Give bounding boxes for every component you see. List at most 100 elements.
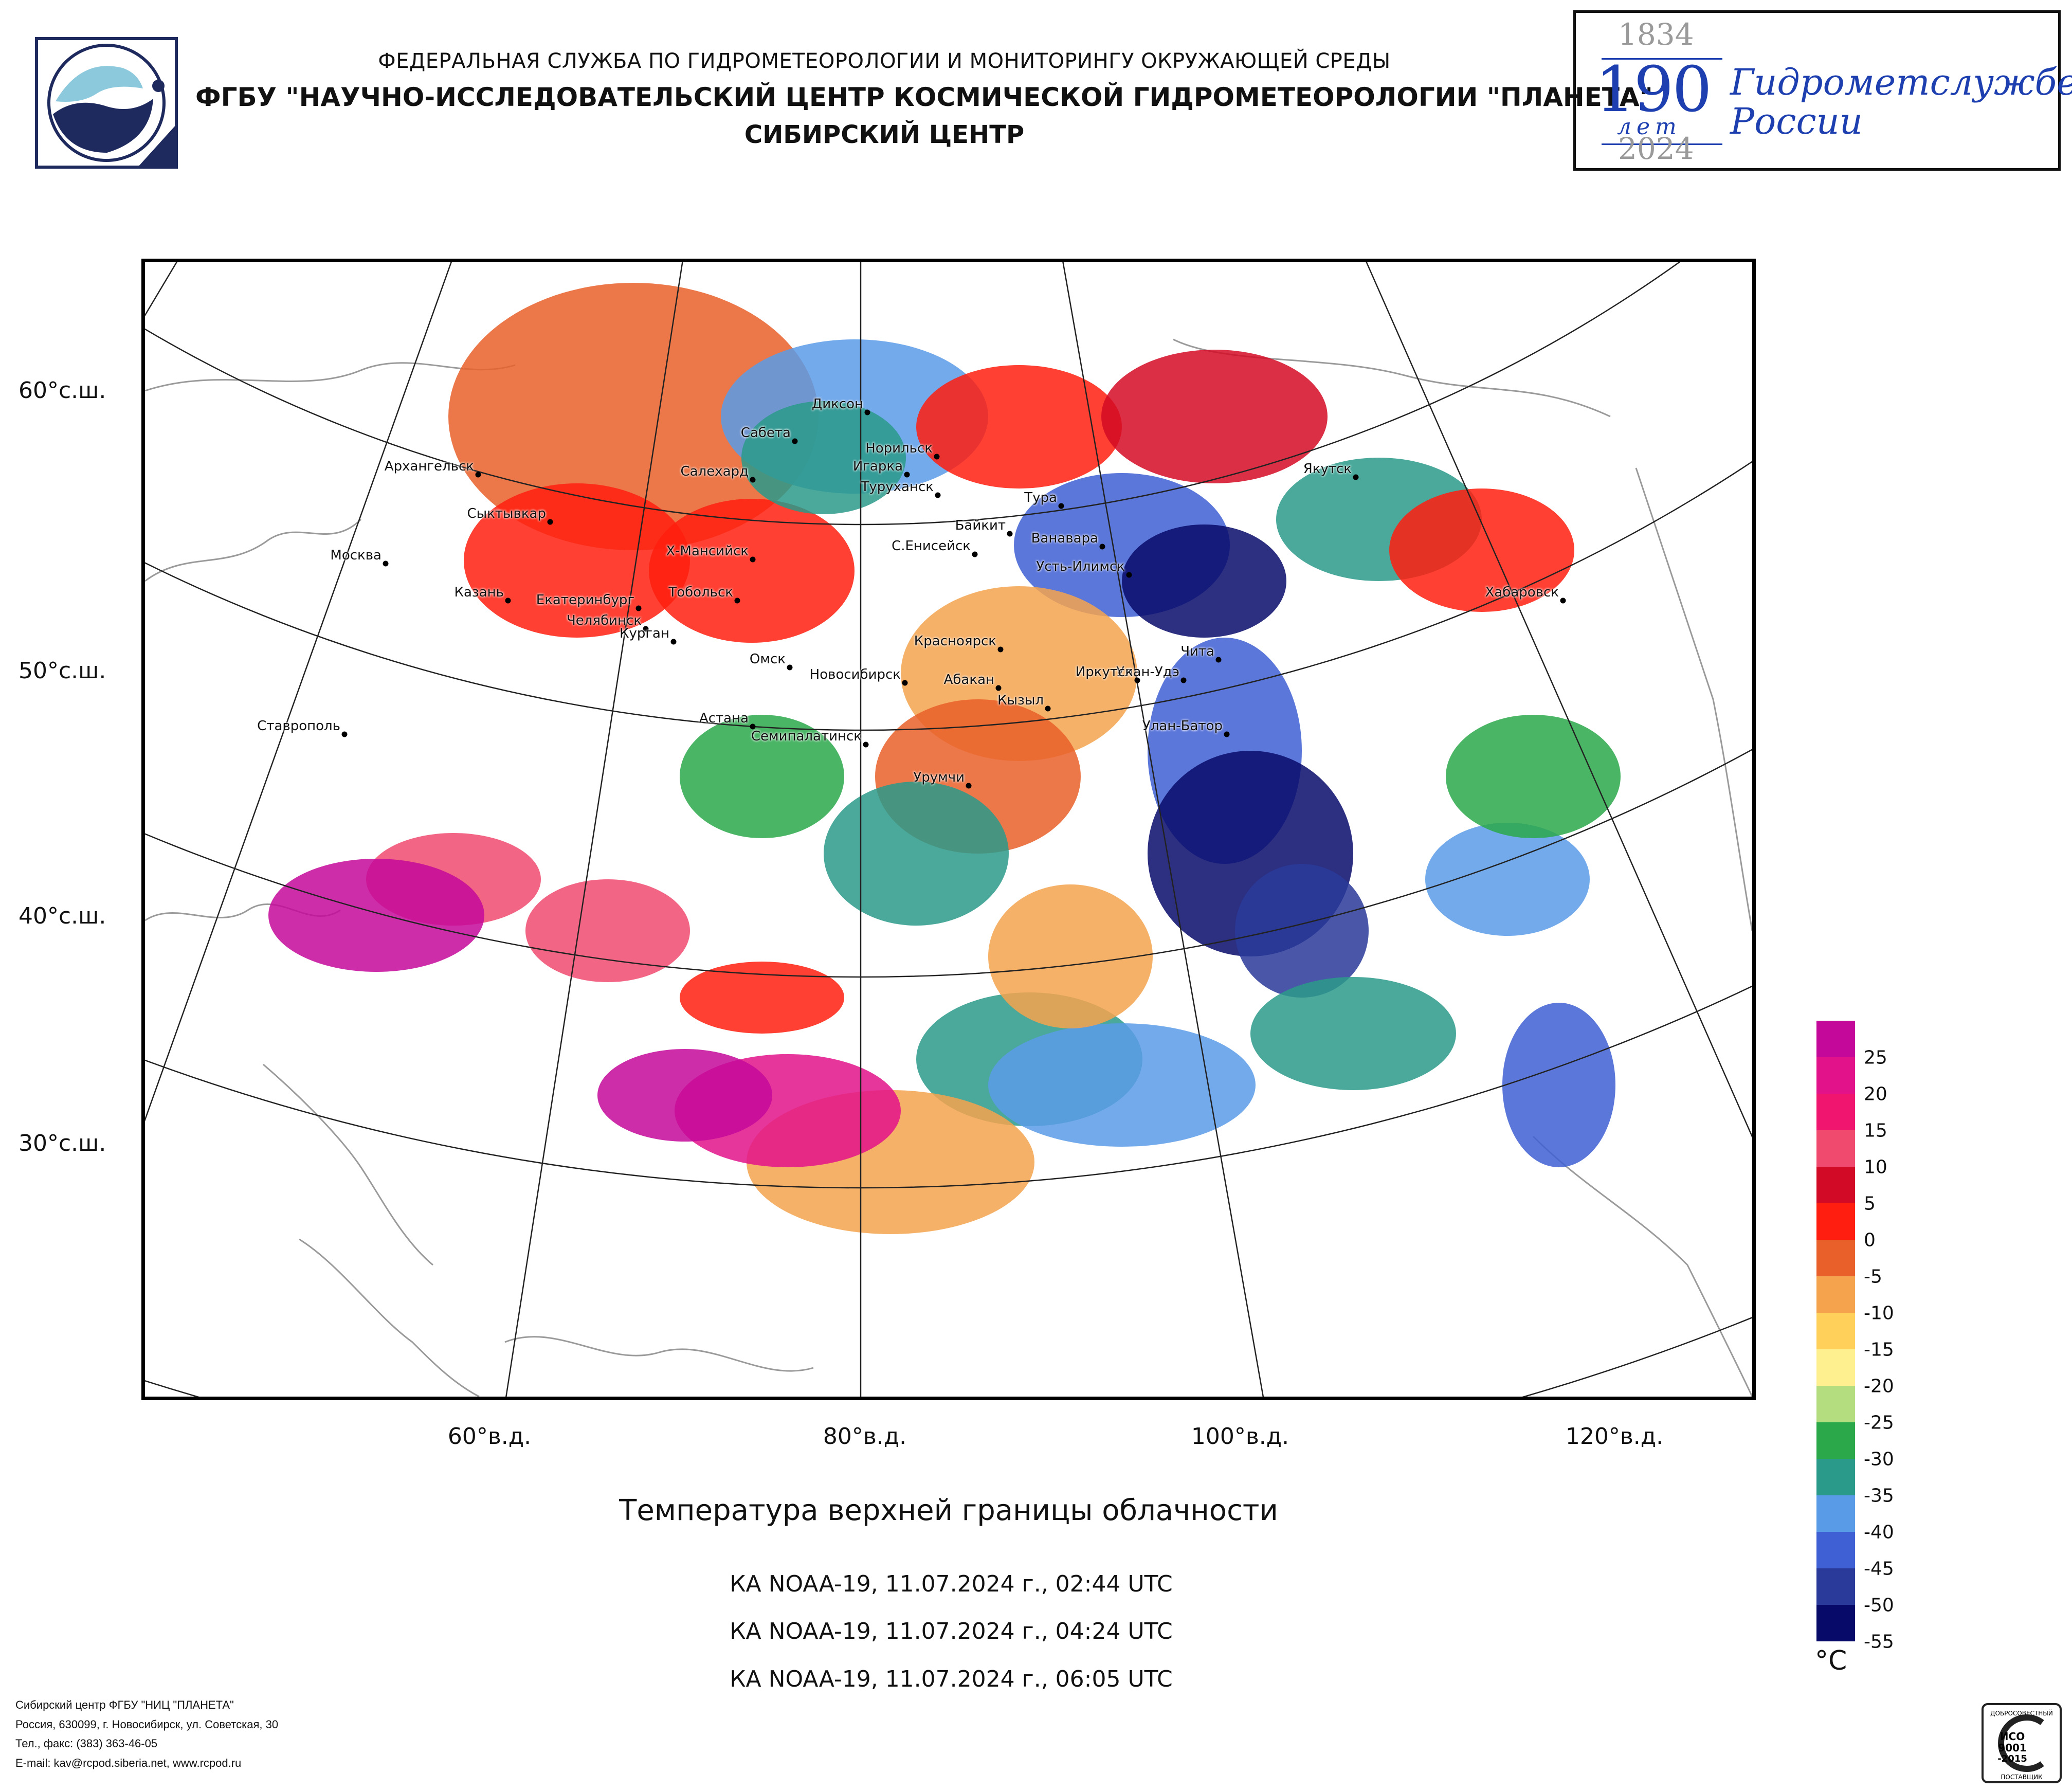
iso-top-text: ДОБРОСОВЕСТНЫЙ bbox=[1990, 1709, 2053, 1717]
city-marker bbox=[341, 731, 348, 737]
city-marker bbox=[1353, 474, 1359, 480]
city-label: Абакан bbox=[943, 672, 994, 688]
cloud-patch bbox=[1122, 524, 1286, 638]
city-marker bbox=[750, 477, 756, 483]
coastline bbox=[299, 1238, 480, 1397]
anniversary-text-1: Гидрометслужбе bbox=[1730, 61, 2072, 103]
colorbar-tick-label: 0 bbox=[1864, 1229, 1876, 1251]
emblem-rule-top bbox=[1602, 58, 1722, 60]
cloud-top-map bbox=[145, 262, 1752, 1397]
colorbar-segment bbox=[1816, 1313, 1855, 1349]
cloud-patch bbox=[1502, 1003, 1615, 1167]
city-marker bbox=[475, 472, 481, 478]
colorbar-segment bbox=[1816, 1422, 1855, 1459]
city-marker bbox=[1180, 677, 1187, 683]
city-marker bbox=[734, 598, 740, 604]
cloud-patch bbox=[448, 283, 819, 550]
city-label: Сабета bbox=[740, 425, 791, 441]
map-frame: Диксон Сабета Норильск Архангельск Салехард И… bbox=[141, 259, 1756, 1400]
city-marker bbox=[787, 664, 793, 671]
institution-name: ФГБУ "НАУЧНО-ИССЛЕДОВАТЕЛЬСКИЙ ЦЕНТР КОС… bbox=[195, 82, 1653, 112]
city-marker bbox=[792, 438, 798, 444]
city-marker bbox=[383, 560, 389, 567]
cloud-patch bbox=[1250, 977, 1456, 1090]
cloud-patch bbox=[824, 782, 1009, 926]
colorbar-tick-label: -20 bbox=[1864, 1376, 1894, 1397]
colorbar-segment bbox=[1816, 1349, 1855, 1386]
colorbar-segment bbox=[1816, 1240, 1855, 1276]
latitude-label: 60°с.ш. bbox=[19, 377, 106, 404]
cloud-patch bbox=[916, 365, 1122, 489]
satellite-pass-1: КА NOAA-19, 11.07.2024 г., 02:44 UTC bbox=[730, 1571, 1173, 1597]
colorbar-segment bbox=[1816, 1057, 1855, 1094]
city-label: Кызыл bbox=[997, 693, 1044, 708]
colorbar-segment bbox=[1816, 1386, 1855, 1422]
iso-bottom-text: ПОСТАВЩИК bbox=[2001, 1774, 2043, 1781]
city-label: Улан-Батор bbox=[1142, 718, 1223, 734]
iso-text-3: -2015 bbox=[1997, 1753, 2027, 1764]
footer-org: Сибирский центр ФГБУ "НИЦ "ПЛАНЕТА" bbox=[15, 1698, 234, 1711]
city-label: Салехард bbox=[680, 464, 749, 479]
agency-name: ФЕДЕРАЛЬНАЯ СЛУЖБА ПО ГИДРОМЕТЕОРОЛОГИИ … bbox=[378, 49, 1391, 73]
colorbar-segment bbox=[1816, 1203, 1855, 1240]
city-marker bbox=[1215, 657, 1222, 663]
city-marker bbox=[934, 454, 940, 460]
colorbar-segment bbox=[1816, 1094, 1855, 1130]
cloud-patch bbox=[1389, 489, 1574, 612]
city-marker bbox=[902, 680, 908, 686]
city-marker bbox=[670, 639, 677, 645]
city-label: Игарка bbox=[852, 459, 903, 474]
planeta-logo bbox=[35, 37, 178, 169]
city-label: Красноярск bbox=[914, 634, 996, 649]
cloud-patch bbox=[988, 884, 1153, 1028]
city-marker bbox=[863, 741, 869, 748]
cloud-patch bbox=[1235, 864, 1369, 998]
city-marker bbox=[995, 685, 1002, 691]
city-marker bbox=[1224, 731, 1230, 737]
city-label: Норильск bbox=[865, 441, 933, 456]
iso-text-2: 9001 bbox=[1998, 1742, 2027, 1754]
city-label: Архангельск bbox=[384, 459, 474, 474]
meridian-line bbox=[505, 262, 683, 1397]
cloud-patch bbox=[988, 1023, 1256, 1147]
city-label: Ванавара bbox=[1031, 531, 1098, 546]
colorbar-segment bbox=[1816, 1130, 1855, 1167]
colorbar-segment bbox=[1816, 1459, 1855, 1495]
cloud-patch bbox=[680, 715, 844, 838]
longitude-label: 120°в.д. bbox=[1565, 1423, 1664, 1450]
anniversary-text-2: России bbox=[1730, 100, 1863, 142]
city-label: Екатеринбург bbox=[536, 592, 634, 608]
city-label: Хабаровск bbox=[1485, 585, 1559, 600]
colorbar-tick-label: 5 bbox=[1864, 1193, 1876, 1215]
footer-phone: Тел., факс: (383) 363-46-05 bbox=[15, 1737, 158, 1750]
meridian-line bbox=[145, 262, 452, 1122]
city-label: Ставрополь bbox=[257, 718, 340, 734]
anniversary-emblem: 1834 190 лет 2024 Гидрометслужбе России bbox=[1573, 10, 2072, 171]
latitude-label: 40°с.ш. bbox=[19, 903, 106, 929]
colorbar-tick-label: 20 bbox=[1864, 1083, 1887, 1105]
city-marker bbox=[547, 519, 553, 525]
iso-certification-badge: ДОБРОСОВЕСТНЫЙ ИСО 9001 -2015 ПОСТАВЩИК bbox=[1982, 1703, 2062, 1783]
city-marker bbox=[864, 409, 870, 415]
city-label: Астана bbox=[699, 711, 749, 726]
city-label: Урумчи bbox=[913, 770, 965, 785]
graticule bbox=[145, 262, 1752, 1397]
city-marker bbox=[505, 598, 511, 604]
longitude-label: 100°в.д. bbox=[1191, 1423, 1289, 1450]
emblem-rule-bottom bbox=[1602, 143, 1722, 145]
meridian-line bbox=[1062, 262, 1264, 1397]
city-label: Новосибирск bbox=[809, 667, 901, 682]
city-label: Сыктывкар bbox=[467, 506, 546, 521]
city-label: Омск bbox=[749, 652, 786, 667]
cloud-patch bbox=[525, 879, 690, 982]
city-marker bbox=[1134, 677, 1140, 683]
cloud-patch bbox=[597, 1049, 772, 1142]
anniversary-year-start: 1834 bbox=[1618, 17, 1694, 52]
city-marker bbox=[935, 492, 941, 498]
longitude-label: 60°в.д. bbox=[447, 1423, 532, 1450]
colorbar-tick-label: -10 bbox=[1864, 1302, 1894, 1324]
colorbar-tick-label: -25 bbox=[1864, 1412, 1894, 1434]
cloud-patch bbox=[1425, 823, 1590, 936]
colorbar-segment bbox=[1816, 1276, 1855, 1313]
city-label: Челябинск bbox=[566, 613, 642, 628]
